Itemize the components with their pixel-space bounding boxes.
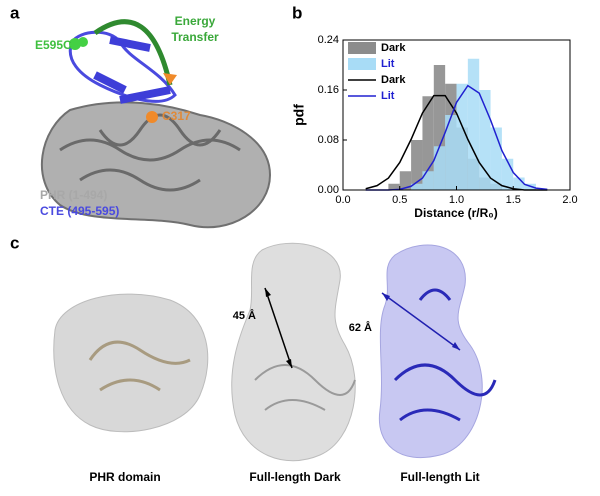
legend-label: Lit: [381, 58, 395, 70]
annotation: PHR (1-494): [40, 188, 107, 202]
y-tick-label: 0.00: [318, 184, 339, 196]
histogram-bar: [456, 83, 468, 190]
legend-swatch: [348, 42, 376, 54]
histogram-bar: [388, 183, 400, 190]
caption: Full-length Dark: [249, 470, 341, 484]
fit-line: [365, 94, 548, 191]
panel-label: a: [10, 3, 20, 22]
y-tick-label: 0.24: [318, 34, 339, 46]
x-tick-label: 1.5: [506, 194, 521, 206]
annotation: Transfer: [171, 30, 219, 44]
y-axis-label: pdf: [291, 104, 307, 126]
legend-swatch: [348, 58, 376, 70]
annotation: E595C: [35, 38, 72, 52]
caption: Full-length Lit: [400, 470, 479, 484]
histogram-bar: [501, 158, 514, 190]
annotation: C317: [162, 109, 191, 123]
histogram-bar: [433, 146, 446, 190]
density-maps: [53, 242, 497, 462]
histogram-bar: [467, 58, 480, 190]
annotation: CTE (495-595): [40, 204, 119, 218]
histogram-bar: [422, 171, 434, 190]
histogram-bar: [422, 96, 434, 190]
annotation: 45 Å: [233, 309, 256, 322]
annotation: 62 Å: [349, 321, 372, 334]
histogram-bar: [399, 171, 412, 190]
histogram-bar: [445, 115, 457, 190]
x-axis-label: Distance (r/R₀): [414, 206, 497, 220]
histogram-bar: [433, 65, 446, 190]
y-tick-label: 0.08: [318, 134, 339, 146]
legend-label: Dark: [381, 74, 406, 86]
legend-label: Lit: [381, 90, 395, 102]
x-tick-label: 2.0: [562, 194, 577, 206]
panel-label: c: [10, 233, 19, 252]
x-tick-label: 0.0: [335, 194, 350, 206]
annotation: Energy: [175, 14, 216, 28]
plot: 0.00 0.08 0.16 0.24 0.0 0.5 1.0 1.5 2.0 Dark Lit Da…: [318, 34, 578, 206]
legend-label: Dark: [381, 42, 406, 54]
y-tick-label: 0.16: [318, 84, 339, 96]
x-tick-label: 1.0: [449, 194, 464, 206]
histogram-bar: [490, 127, 502, 190]
protein-structure: [40, 19, 272, 229]
caption: PHR domain: [89, 470, 160, 484]
histogram-bar: [411, 140, 423, 190]
x-tick-label: 0.5: [392, 194, 407, 206]
histogram-bar: [479, 90, 491, 190]
panel-label: b: [292, 3, 302, 22]
histogram-bar: [411, 183, 423, 190]
histogram-bar: [513, 177, 525, 190]
